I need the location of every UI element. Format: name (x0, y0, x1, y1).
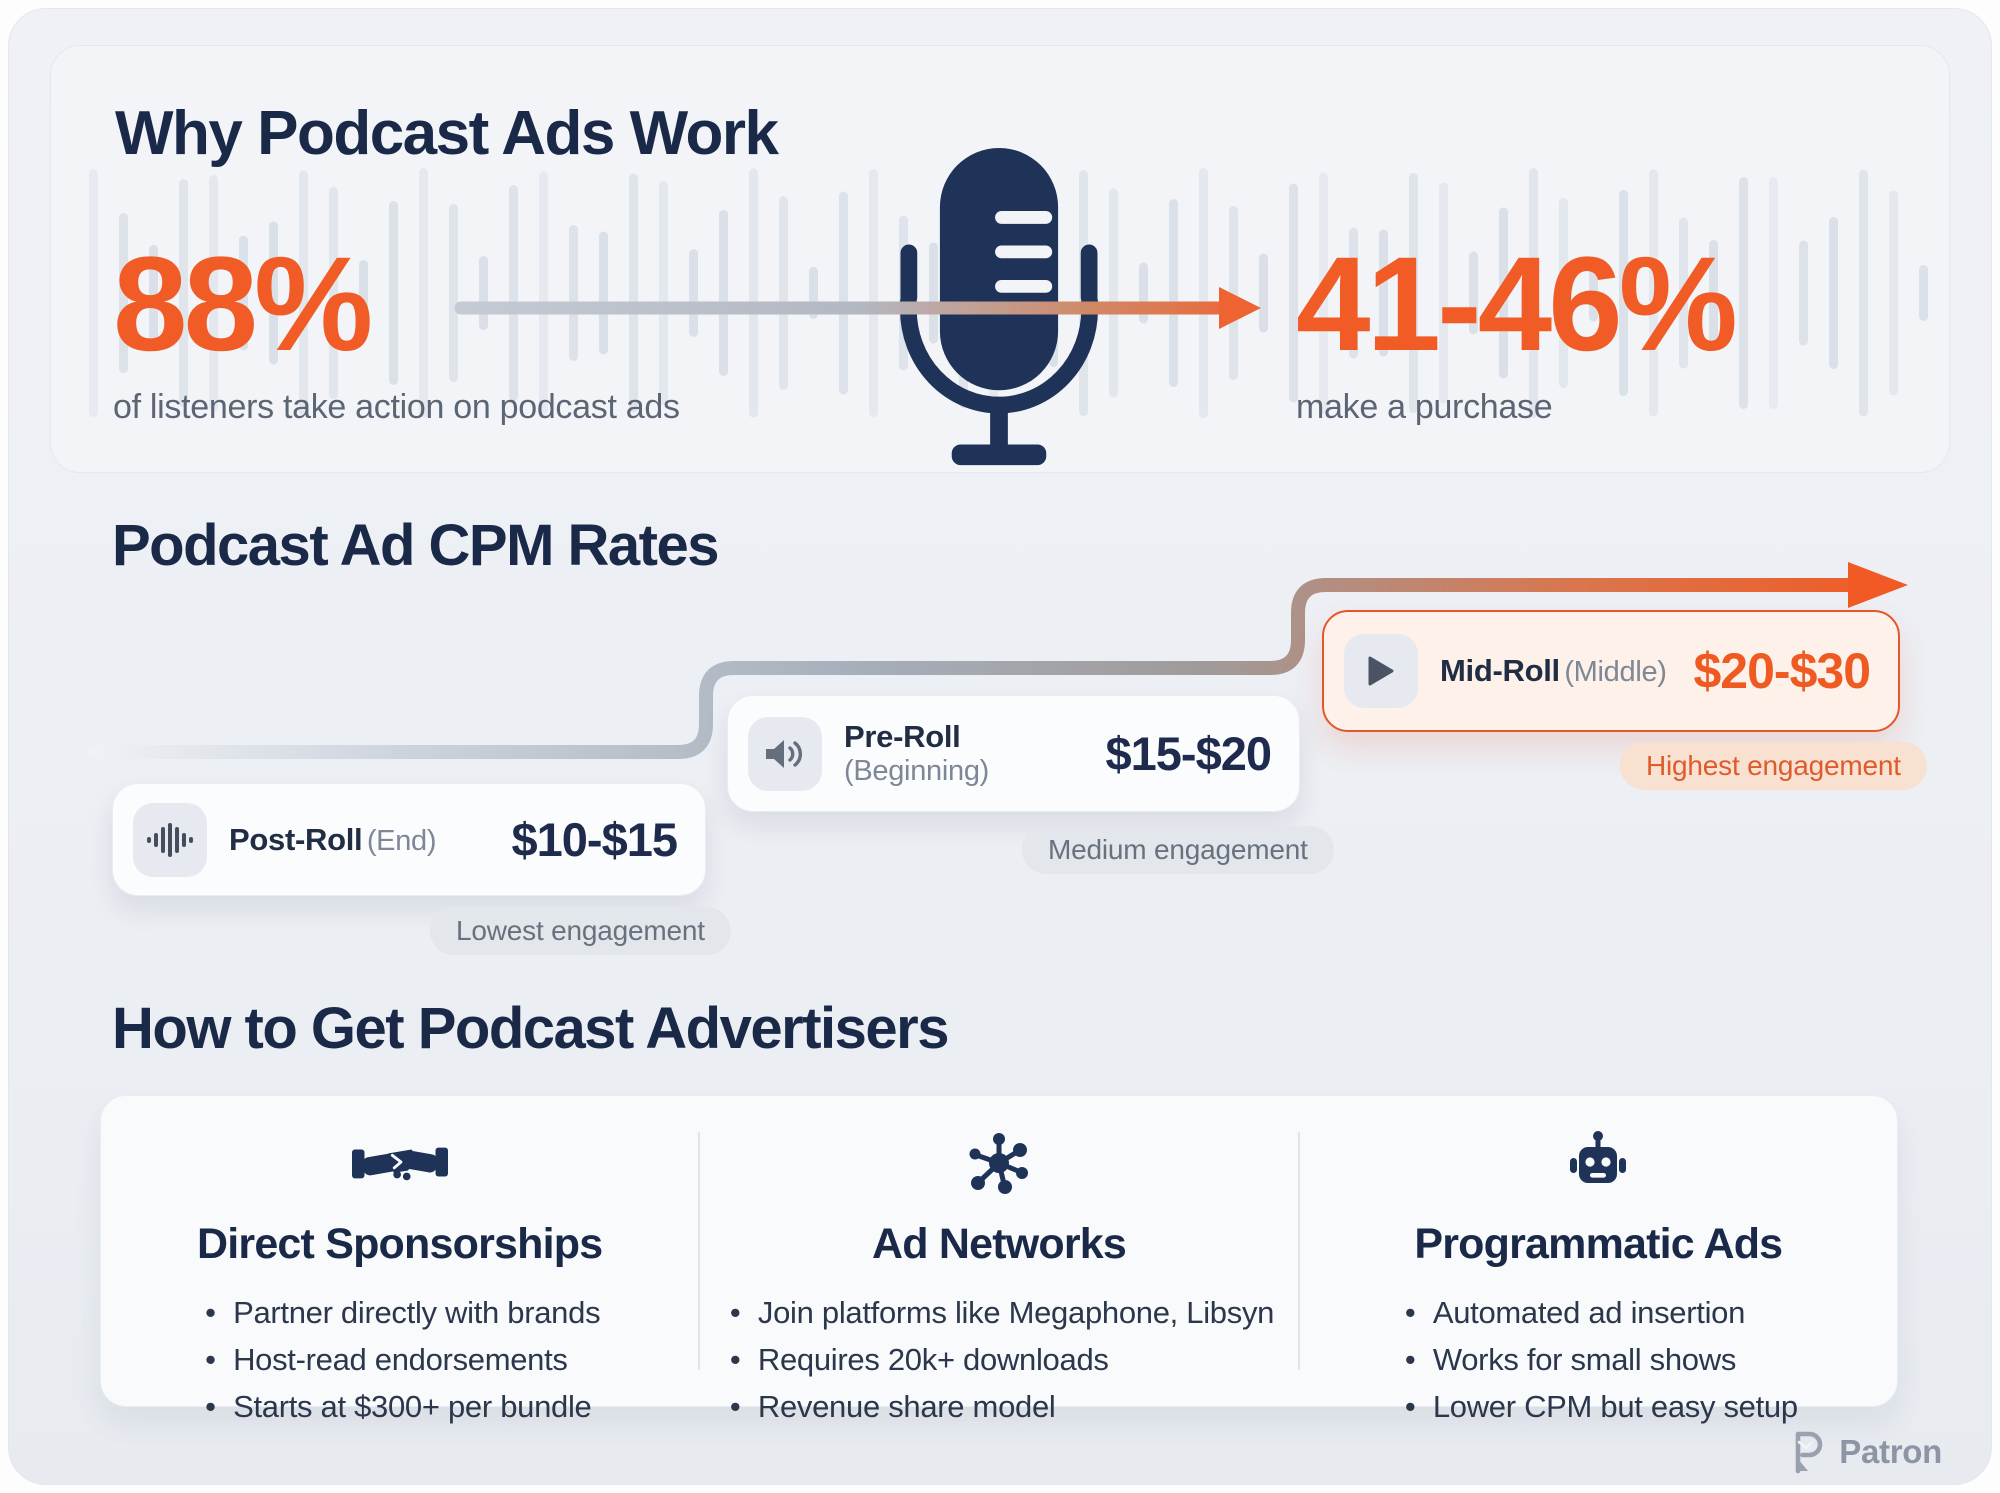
bullet-item: Requires 20k+ downloads (724, 1336, 1274, 1383)
cpm-name-post-roll: Post-Roll (229, 821, 363, 857)
cpm-section-title: Podcast Ad CPM Rates (112, 513, 720, 578)
hero-title: Why Podcast Ads Work (115, 99, 779, 168)
play-icon (1344, 634, 1418, 708)
robot-icon (1300, 1130, 1897, 1196)
engagement-badge-highest: Highest engagement (1620, 742, 1927, 790)
network-icon (700, 1130, 1297, 1196)
bullet-item: Revenue share model (724, 1383, 1274, 1430)
hero-section: Why Podcast Ads Work 88% of listeners ta… (50, 45, 1950, 473)
bullet-list-direct-sponsorships: Partner directly with brands Host-read e… (199, 1289, 601, 1430)
cpm-card-post-roll: Post-Roll (End) $10-$15 (112, 783, 706, 896)
waveform-icon (133, 802, 207, 877)
cpm-price-post-roll: $10-$15 (511, 813, 678, 866)
bullet-item: Lower CPM but easy setup (1399, 1383, 1798, 1430)
column-title-ad-networks: Ad Networks (871, 1220, 1127, 1268)
cpm-label-mid-roll: Mid-Roll (Middle) (1440, 653, 1667, 689)
patron-logo-icon (1795, 1431, 1823, 1474)
stat-value-88: 88% (113, 230, 373, 379)
column-programmatic-ads: Programmatic Ads Automated ad insertion … (1300, 1096, 1897, 1430)
engagement-badge-lowest: Lowest engagement (430, 907, 731, 955)
brand-name: Patron (1839, 1433, 1942, 1470)
stat-make-purchase: 41-46% make a purchase (1296, 230, 1738, 427)
stat-listeners-action: 88% of listeners take action on podcast … (113, 238, 680, 427)
engagement-badge-medium: Medium engagement (1022, 826, 1334, 874)
cpm-name-pre-roll: Pre-Roll (844, 719, 961, 754)
column-divider (698, 1132, 701, 1370)
cpm-name-mid-roll: Mid-Roll (1440, 653, 1560, 688)
stat-label-88: of listeners take action on podcast ads (113, 388, 680, 426)
cpm-card-pre-roll: Pre-Roll (Beginning) $15-$20 (727, 695, 1300, 812)
bullet-item: Partner directly with brands (199, 1289, 601, 1336)
stat-value-41-46: 41-46% (1296, 230, 1738, 379)
cpm-price-pre-roll: $15-$20 (1105, 727, 1272, 780)
column-divider (1297, 1132, 1300, 1370)
cpm-qualifier-mid-roll: (Middle) (1564, 656, 1667, 688)
column-ad-networks: Ad Networks Join platforms like Megaphon… (700, 1096, 1297, 1430)
bullet-item: Host-read endorsements (199, 1336, 600, 1383)
bullet-item: Starts at $300+ per bundle (199, 1383, 600, 1430)
advertisers-card: Direct Sponsorships Partner directly wit… (100, 1095, 1898, 1430)
stat-label-41-46: make a purchase (1296, 388, 1553, 426)
bullet-list-programmatic-ads: Automated ad insertion Works for small s… (1399, 1289, 1798, 1430)
brand-watermark: Patron (1789, 1429, 1942, 1475)
microphone-icon (900, 148, 1098, 466)
advertisers-section-title: How to Get Podcast Advertisers (112, 996, 949, 1061)
bullet-item: Works for small shows (1399, 1336, 1798, 1383)
cpm-qualifier-pre-roll: (Beginning) (844, 755, 990, 787)
bullet-item: Join platforms like Megaphone, Libsyn (724, 1289, 1275, 1336)
cpm-qualifier-post-roll: (End) (366, 824, 437, 857)
column-title-programmatic-ads: Programmatic Ads (1414, 1220, 1783, 1268)
cpm-card-mid-roll: Mid-Roll (Middle) $20-$30 (1322, 610, 1900, 732)
bullet-list-ad-networks: Join platforms like Megaphone, Libsyn Re… (724, 1289, 1275, 1430)
column-direct-sponsorships: Direct Sponsorships Partner directly wit… (101, 1096, 698, 1430)
cpm-price-mid-roll: $20-$30 (1693, 643, 1871, 699)
bullet-item: Automated ad insertion (1399, 1289, 1798, 1336)
handshake-icon (101, 1130, 698, 1196)
cpm-label-post-roll: Post-Roll (End) (229, 821, 437, 858)
cpm-label-pre-roll: Pre-Roll (Beginning) (844, 719, 989, 788)
speaker-icon (748, 716, 822, 791)
column-title-direct-sponsorships: Direct Sponsorships (196, 1220, 603, 1268)
